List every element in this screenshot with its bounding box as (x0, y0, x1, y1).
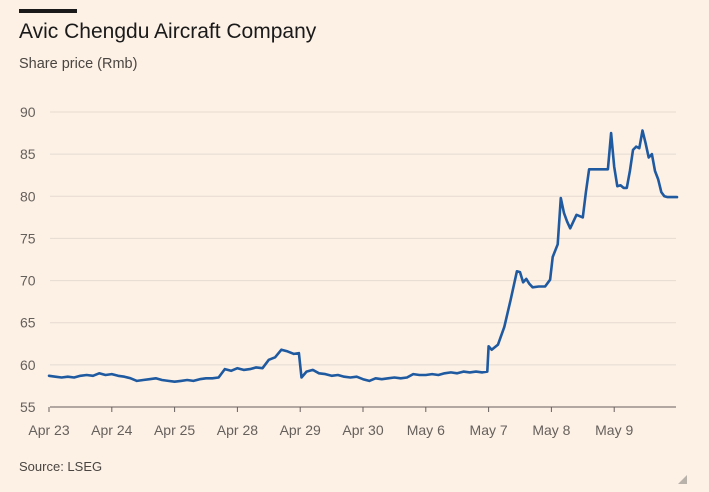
x-tick-label: Apr 25 (154, 422, 195, 438)
y-tick-label: 60 (20, 357, 36, 373)
x-axis-ticks: Apr 23 Apr 24 Apr 25 Apr 28 Apr 29 Apr 30 May … (28, 407, 633, 438)
brand-rule (19, 9, 77, 13)
y-tick-label: 55 (20, 399, 36, 415)
x-tick-label: Apr 24 (91, 422, 132, 438)
resize-handle-icon (678, 475, 687, 484)
chart-subtitle: Share price (Rmb) (19, 56, 138, 72)
source-note: Source: LSEG (19, 459, 103, 474)
y-tick-label: 65 (20, 315, 36, 331)
x-tick-label: Apr 28 (217, 422, 258, 438)
gridlines (50, 111, 676, 408)
y-tick-label: 70 (20, 273, 36, 289)
y-tick-label: 75 (20, 230, 36, 246)
x-tick-label: Apr 23 (28, 422, 69, 438)
y-tick-label: 85 (20, 146, 36, 162)
chart-title: Avic Chengdu Aircraft Company (19, 20, 317, 43)
x-tick-label: May 6 (407, 422, 445, 438)
y-axis-ticks: 55 60 65 70 75 80 85 90 (20, 104, 36, 415)
x-tick-label: May 9 (595, 422, 633, 438)
x-tick-label: Apr 29 (280, 422, 321, 438)
x-tick-label: May 8 (532, 422, 570, 438)
y-tick-label: 80 (20, 188, 36, 204)
series-line (47, 129, 679, 384)
series-layer (47, 129, 679, 384)
x-tick-label: May 7 (470, 422, 508, 438)
x-tick-label: Apr 30 (342, 422, 383, 438)
y-tick-label: 90 (20, 104, 36, 120)
